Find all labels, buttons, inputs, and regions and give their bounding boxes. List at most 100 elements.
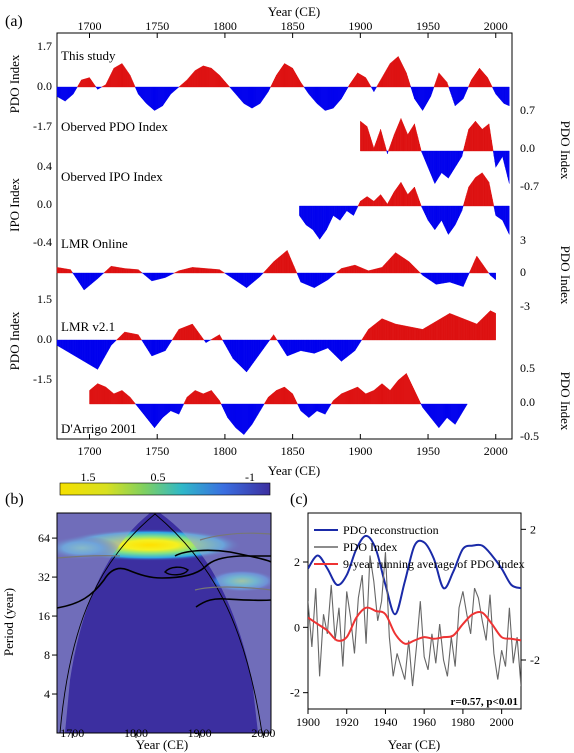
series-area-segment xyxy=(83,339,86,363)
series-area-segment xyxy=(268,338,271,343)
series-area-segment xyxy=(116,338,119,341)
series-area-segment xyxy=(437,318,440,341)
series-area-segment xyxy=(439,272,442,285)
series-area-segment xyxy=(241,339,244,370)
c-left-tick-label: 2 xyxy=(294,555,300,569)
series-area-segment xyxy=(56,339,59,347)
series-area-segment xyxy=(473,259,476,274)
series-area-segment xyxy=(476,255,479,274)
series-area-segment xyxy=(276,256,279,274)
series-area-segment xyxy=(446,313,449,341)
series-area-segment xyxy=(161,339,164,353)
series-area-segment xyxy=(337,269,340,274)
series-area-segment xyxy=(385,147,387,152)
series-area-segment xyxy=(432,321,435,341)
series-area-segment xyxy=(244,339,247,373)
series-area-segment xyxy=(258,272,261,279)
series-area-segment xyxy=(346,339,349,358)
series-area-segment xyxy=(432,272,435,284)
series-area-segment xyxy=(317,339,320,353)
b-x-tick-label: 1800 xyxy=(124,726,148,740)
series-area-segment xyxy=(320,272,323,285)
series-area-segment xyxy=(290,258,293,274)
series-area-segment xyxy=(388,321,391,341)
series-area-segment xyxy=(395,323,398,341)
series-area-segment xyxy=(266,339,269,345)
series-area-segment xyxy=(407,326,410,341)
series-area-segment xyxy=(447,272,450,283)
series-area-segment xyxy=(249,272,252,286)
series-area-segment xyxy=(126,332,129,341)
series-area-segment xyxy=(481,262,484,274)
series-area-segment xyxy=(258,339,261,357)
series-area-segment xyxy=(397,253,400,274)
series-area-segment xyxy=(288,254,291,274)
series-area-segment xyxy=(195,267,198,274)
series-area-segment xyxy=(166,339,169,349)
series-area-segment xyxy=(217,334,220,341)
c-right-tick-label: 2 xyxy=(530,522,536,536)
series-area-segment xyxy=(467,86,469,90)
series-area-segment xyxy=(190,323,193,341)
series-area-segment xyxy=(126,268,129,274)
series-area-segment xyxy=(163,339,166,352)
grey-contour xyxy=(57,555,121,559)
series-area-segment xyxy=(212,268,215,274)
series-area-segment xyxy=(420,203,422,207)
series-area-segment xyxy=(442,272,445,284)
series-area-segment xyxy=(271,261,274,274)
c-x-tick-label: 1920 xyxy=(335,715,359,729)
series-area-segment xyxy=(349,339,352,356)
series-area-segment xyxy=(160,272,163,280)
series-area-segment xyxy=(217,269,220,274)
a-left-axis-label: IPO Index xyxy=(7,178,22,232)
series-area-segment xyxy=(236,339,239,365)
series-area-segment xyxy=(105,339,108,356)
series-area-segment xyxy=(278,255,281,274)
series-area-segment xyxy=(256,339,259,359)
series-area-segment xyxy=(471,263,474,274)
series-area-segment xyxy=(427,324,430,341)
series-area-segment xyxy=(434,272,437,285)
series-area-segment xyxy=(66,339,70,353)
panel-b-xlabel: Year (CE) xyxy=(136,737,188,752)
series-area-segment xyxy=(320,339,323,351)
series-area-segment xyxy=(407,260,410,274)
series-area-segment xyxy=(109,339,112,350)
panel-c-frame xyxy=(307,512,522,710)
series-area-segment xyxy=(364,269,367,274)
series-area-segment xyxy=(139,336,142,341)
a-right-tick: 0.7 xyxy=(520,103,535,117)
series-area-segment xyxy=(231,272,234,280)
series-area-segment xyxy=(434,320,437,341)
series-area-segment xyxy=(410,326,413,341)
series-area-segment xyxy=(390,321,393,341)
a-series-name: LMR Online xyxy=(61,236,128,251)
series-area-segment xyxy=(402,256,405,274)
series-area-segment xyxy=(226,339,229,351)
series-area-segment xyxy=(117,267,120,274)
series-area-segment xyxy=(361,267,364,274)
series-area-segment xyxy=(325,339,329,349)
c-x-tick-label: 1980 xyxy=(451,715,475,729)
panel-a-letter: (a) xyxy=(5,13,23,30)
a-series-name: Oberved PDO Index xyxy=(61,119,168,134)
series-area-segment xyxy=(393,252,396,274)
a-top-tick-label: 1850 xyxy=(281,19,305,33)
series-area-segment xyxy=(182,327,185,341)
series-area-segment xyxy=(361,336,364,341)
series-area-segment xyxy=(366,269,369,274)
series-area-segment xyxy=(263,339,266,350)
series-area-segment xyxy=(298,339,301,352)
series-area-segment xyxy=(444,272,447,284)
series-area-segment xyxy=(287,339,290,357)
series-area-segment xyxy=(229,339,232,357)
series-area-segment xyxy=(73,339,76,357)
series-area-segment xyxy=(449,272,452,283)
series-area-segment xyxy=(83,272,86,291)
series-area-segment xyxy=(262,403,265,407)
series-area-segment xyxy=(121,333,124,341)
series-area-segment xyxy=(430,272,433,283)
series-area-segment xyxy=(309,339,312,353)
b-y-tick-label: 64 xyxy=(38,531,50,545)
